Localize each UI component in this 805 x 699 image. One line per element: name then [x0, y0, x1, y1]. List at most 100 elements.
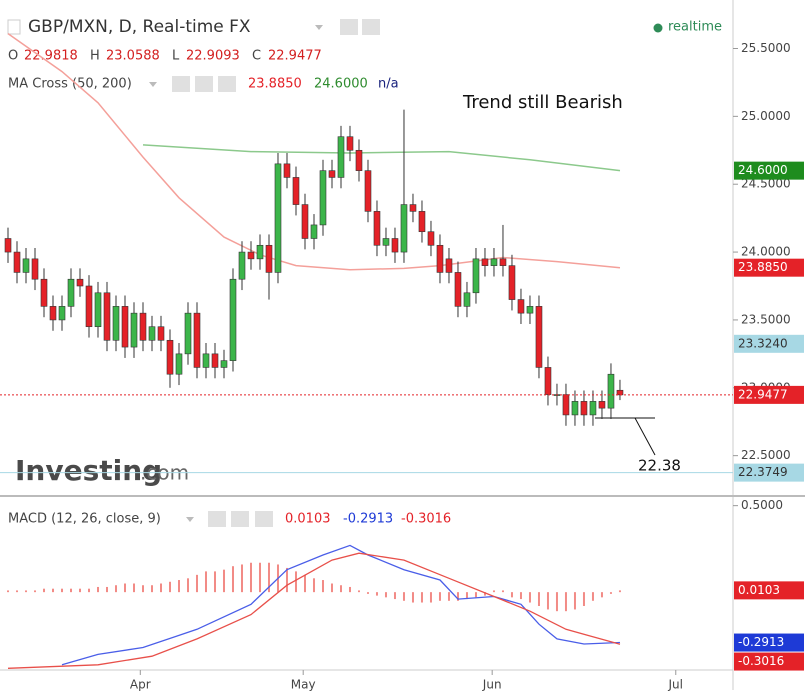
- dropdown-arrow[interactable]: [149, 82, 157, 87]
- candle-body: [589, 401, 597, 416]
- legend-value: -0.2913: [343, 512, 393, 527]
- candle-body: [103, 292, 111, 341]
- y-tick-label: 23.5000: [741, 312, 791, 326]
- visibility-icon[interactable]: [208, 511, 226, 527]
- price-tag: [734, 463, 804, 482]
- histogram-bar: [609, 592, 612, 594]
- histogram-bar: [474, 592, 477, 598]
- histogram-bar: [429, 592, 432, 603]
- histogram-bar: [159, 583, 162, 593]
- candle-body: [508, 265, 516, 300]
- candle-body: [418, 211, 426, 233]
- legend-value: 23.8850: [248, 77, 302, 92]
- price-tag-label: -0.2913: [738, 635, 784, 649]
- gear-icon[interactable]: [231, 511, 249, 527]
- histogram-bar: [330, 583, 333, 593]
- candle-body: [31, 258, 39, 280]
- histogram-bar: [115, 585, 118, 593]
- x-tick-label: Jul: [668, 678, 683, 692]
- legend-value: -0.3016: [401, 512, 451, 527]
- histogram-bar: [537, 592, 540, 606]
- indicator-title[interactable]: MACD (12, 26, close, 9): [8, 512, 161, 527]
- price-tag-label: 24.6000: [738, 163, 788, 177]
- ohlc-value: 23.0588: [106, 49, 160, 64]
- histogram-bar: [231, 566, 234, 593]
- indicator-title[interactable]: MA Cross (50, 200): [8, 77, 132, 92]
- ohlc-value: 22.9093: [186, 49, 240, 64]
- price-tag: [734, 633, 804, 652]
- candle-body: [355, 149, 363, 171]
- candle-body: [175, 353, 183, 375]
- candle-body: [229, 278, 237, 361]
- price-tag-label: 22.9477: [738, 387, 788, 401]
- candle-body: [598, 401, 606, 409]
- histogram-bar: [303, 574, 306, 593]
- candle-body: [526, 306, 534, 314]
- candle-body: [22, 258, 30, 273]
- price-tag: [734, 385, 804, 404]
- histogram-bar: [7, 590, 10, 593]
- histogram-bar: [312, 578, 315, 593]
- gear-icon[interactable]: [195, 76, 213, 92]
- annotation: Trend still Bearish: [462, 92, 623, 113]
- annotation: 22.38: [638, 457, 681, 475]
- price-tag: [734, 334, 804, 353]
- candle-body: [247, 251, 255, 260]
- candle-body: [544, 367, 552, 395]
- candle-body: [454, 272, 462, 307]
- candle-body: [13, 251, 21, 273]
- candle-body: [517, 299, 525, 314]
- candle-body: [40, 278, 48, 307]
- candle-body: [391, 238, 399, 253]
- price-tag: [734, 258, 804, 277]
- histogram-bar: [79, 588, 82, 593]
- gear-icon[interactable]: [362, 19, 380, 35]
- candle-body: [265, 244, 273, 273]
- candle-body: [139, 312, 147, 341]
- histogram-bar: [133, 583, 136, 593]
- histogram-bar: [555, 592, 558, 612]
- y-tick-label: 22.5000: [741, 448, 791, 462]
- candle-body: [283, 163, 291, 178]
- candle-body: [202, 353, 210, 368]
- price-tag: [734, 581, 804, 600]
- histogram-bar: [106, 586, 109, 593]
- ohlc-label: H: [90, 49, 100, 64]
- candle-body: [409, 204, 417, 212]
- visibility-icon[interactable]: [172, 76, 190, 92]
- legend-value: n/a: [378, 77, 399, 92]
- candle-body: [256, 244, 264, 260]
- histogram-bar: [249, 562, 252, 593]
- price-tag-label: 23.8850: [738, 260, 788, 274]
- candle-body: [157, 326, 165, 341]
- histogram-bar: [25, 590, 28, 593]
- histogram-bar: [456, 592, 459, 601]
- symbol-title[interactable]: GBP/MXN, D, Real-time FX: [28, 17, 251, 37]
- histogram-bar: [375, 592, 378, 596]
- histogram-bar: [70, 588, 73, 593]
- legend-value: 0.0103: [285, 512, 331, 527]
- candle-body: [400, 204, 408, 253]
- settings-icon[interactable]: [340, 19, 358, 35]
- y-tick-label: 24.0000: [741, 245, 791, 259]
- histogram-bar: [240, 564, 243, 593]
- price-tag-label: -0.3016: [738, 654, 784, 668]
- candle-body: [373, 211, 381, 246]
- dropdown-arrow[interactable]: [186, 517, 194, 522]
- candle-body: [580, 401, 588, 416]
- histogram-bar: [348, 586, 351, 593]
- histogram-bar: [483, 592, 486, 596]
- candle-body: [130, 312, 138, 348]
- candle-body: [481, 258, 489, 266]
- ohlc-label: O: [8, 49, 18, 64]
- x-tick-label: May: [291, 678, 316, 692]
- candle-body: [436, 244, 444, 273]
- status: realtime: [668, 20, 722, 35]
- close-icon[interactable]: [255, 511, 273, 527]
- histogram-bar: [447, 592, 450, 601]
- collapse-icon[interactable]: [7, 19, 21, 35]
- close-icon[interactable]: [218, 76, 236, 92]
- candle-body: [463, 292, 471, 307]
- candle-body: [499, 258, 507, 266]
- dropdown-arrow[interactable]: [315, 25, 323, 30]
